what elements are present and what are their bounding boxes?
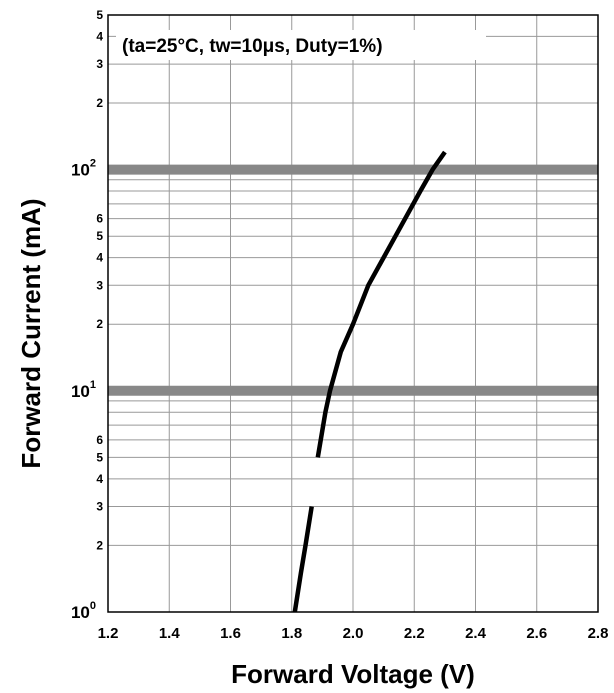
y-minor-tick-label: 2: [96, 96, 103, 110]
test-conditions-annotation: (ta=25°C, tw=10μs, Duty=1%): [122, 36, 383, 57]
y-tick-labels: 2 3 4 5 6 2 3 4 5 6 2 3 4 5 100 101 102: [71, 8, 103, 622]
y-decade-tick-label: 102: [71, 158, 96, 180]
grid-layer: [108, 15, 598, 612]
y-minor-tick-label: 6: [96, 433, 103, 447]
x-tick-labels: 1.2 1.4 1.6 1.8 2.0 2.2 2.4 2.6 2.8: [98, 625, 609, 642]
x-tick-label: 1.8: [281, 625, 302, 642]
x-tick-label: 2.0: [343, 625, 364, 642]
y-minor-tick-label: 3: [96, 499, 103, 513]
forward-current-curve-segment: [315, 150, 447, 458]
y-axis-title: Forward Current (mA): [16, 198, 46, 468]
y-minor-tick-label: 4: [96, 29, 103, 43]
y-decade-tick-label: 101: [71, 379, 96, 401]
y-decade-tick-label: 100: [71, 600, 96, 622]
highlight-layer: [108, 164, 598, 396]
x-tick-label: 1.2: [98, 625, 119, 642]
forward-current-curve-segment: [292, 506, 314, 613]
x-tick-label: 2.8: [588, 625, 609, 642]
y-minor-tick-label: 2: [96, 538, 103, 552]
y-minor-tick-label: 3: [96, 57, 103, 71]
x-tick-label: 2.6: [526, 625, 547, 642]
curve-layer: [292, 150, 447, 613]
y-minor-tick-label: 5: [96, 8, 103, 22]
x-tick-label: 2.4: [465, 625, 487, 642]
y-minor-tick-label: 5: [96, 229, 103, 243]
x-axis-title: Forward Voltage (V): [231, 659, 475, 689]
y-minor-tick-label: 3: [96, 278, 103, 292]
annotation-background: [116, 30, 486, 60]
x-tick-label: 1.6: [220, 625, 241, 642]
y-minor-tick-label: 5: [96, 450, 103, 464]
plot-border: [107, 14, 599, 613]
y-minor-tick-label: 4: [96, 472, 103, 486]
y-minor-tick-label: 4: [96, 251, 103, 265]
y-minor-tick-label: 6: [96, 212, 103, 226]
x-tick-label: 1.4: [159, 625, 181, 642]
x-tick-label: 2.2: [404, 625, 425, 642]
y-minor-tick-label: 2: [96, 317, 103, 331]
